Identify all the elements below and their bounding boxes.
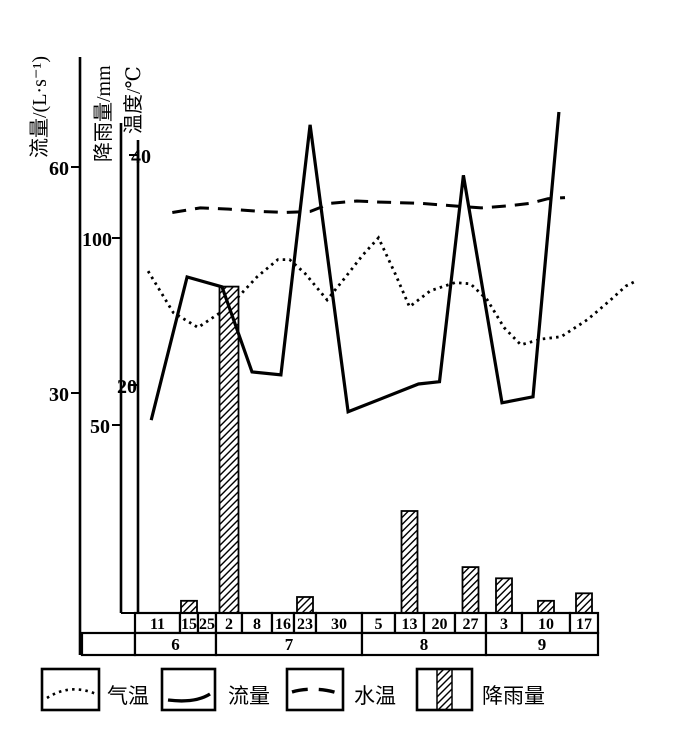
month-label: 8 [420, 635, 429, 654]
date-label: 25 [199, 616, 215, 633]
solid-line-icon [167, 692, 211, 703]
legend-item-airtemp: 气温 [40, 667, 149, 712]
date-label: 20 [432, 616, 448, 633]
date-label: 17 [576, 616, 592, 633]
month-label: 9 [538, 635, 547, 654]
date-cell: 10 [520, 611, 572, 635]
rain-bar [537, 599, 555, 614]
date-label: 15 [181, 616, 197, 633]
legend-label-watertemp: 水温 [354, 684, 396, 708]
rain-bar [218, 285, 240, 614]
rain-tick-label-50: 50 [90, 416, 110, 438]
month-cell: 6 [133, 631, 218, 657]
temp-tick-label-40: 40 [131, 146, 151, 168]
date-cell: 15 [178, 611, 200, 635]
date-label: 3 [500, 616, 508, 633]
rain-tick-label-100: 100 [82, 229, 112, 251]
date-cell: 8 [240, 611, 274, 635]
dashed-line-icon [291, 687, 341, 696]
rain-axis-title: 降雨量/mm [92, 65, 115, 162]
water-temp-line [172, 196, 566, 215]
rain-bar [575, 592, 593, 614]
rain-bar [400, 510, 419, 614]
legend-swatch-box-airtemp [40, 667, 101, 712]
rain-bar [296, 596, 314, 614]
legend-label-flow: 流量 [228, 684, 270, 708]
date-cell: 13 [393, 611, 426, 635]
date-cell: 3 [484, 611, 524, 635]
date-label: 27 [463, 616, 479, 633]
month-cell: 9 [484, 631, 600, 657]
temp-axis: 温度/℃ 40 20 [117, 66, 151, 636]
date-label: 10 [538, 616, 554, 633]
date-label: 2 [225, 616, 233, 633]
date-label: 5 [375, 616, 383, 633]
date-cell: 23 [292, 611, 318, 635]
date-cell: 25 [196, 611, 218, 635]
rain-bar [180, 599, 198, 614]
rain-bar [461, 566, 480, 614]
date-cell: 27 [453, 611, 488, 635]
month-row-empty-cell [80, 631, 137, 657]
temp-axis-title: 温度/℃ [122, 66, 145, 134]
legend: 气温 流量 水温 降雨量 [40, 667, 545, 712]
date-cell: 5 [360, 611, 397, 635]
month-label: 6 [171, 635, 180, 654]
legend-label-rainfall: 降雨量 [482, 684, 545, 708]
date-label: 8 [253, 616, 261, 633]
legend-label-airtemp: 气温 [107, 684, 149, 708]
flow-axis: 流量/(L·s⁻¹) 60 30 [28, 56, 82, 655]
date-label: 23 [297, 616, 313, 633]
temp-tick-label-20: 20 [117, 376, 137, 398]
date-cell: 2 [214, 611, 244, 635]
rainfall-bars [180, 285, 593, 614]
date-label: 16 [275, 616, 291, 633]
date-label: 30 [331, 616, 347, 633]
rain-bar [495, 577, 513, 614]
legend-item-flow: 流量 [160, 667, 270, 712]
rain-axis: 降雨量/mm 100 50 [82, 65, 135, 614]
date-cell: 20 [422, 611, 457, 635]
date-label: 13 [402, 616, 418, 633]
flow-line [149, 111, 561, 421]
flow-axis-title: 流量/(L·s⁻¹) [28, 56, 51, 158]
flow-tick-label-60: 60 [49, 158, 69, 180]
x-axis-table: 11 15 25 2 8 16 23 30 5 13 20 27 3 10 17 6 7 8 9 [80, 611, 600, 657]
month-cell: 7 [214, 631, 364, 657]
legend-swatch-box-flow [160, 667, 217, 712]
legend-item-rainfall: 降雨量 [415, 667, 545, 712]
date-label: 11 [150, 616, 165, 633]
date-cell: 11 [133, 611, 182, 635]
air-temp-line [146, 235, 638, 347]
flow-tick-label-30: 30 [49, 384, 69, 406]
date-cell: 17 [568, 611, 600, 635]
date-cell: 30 [314, 611, 364, 635]
month-cell: 8 [360, 631, 488, 657]
legend-item-watertemp: 水温 [285, 667, 396, 712]
date-cell: 16 [270, 611, 296, 635]
hatched-bar-icon [436, 668, 453, 711]
month-label: 7 [285, 635, 294, 654]
